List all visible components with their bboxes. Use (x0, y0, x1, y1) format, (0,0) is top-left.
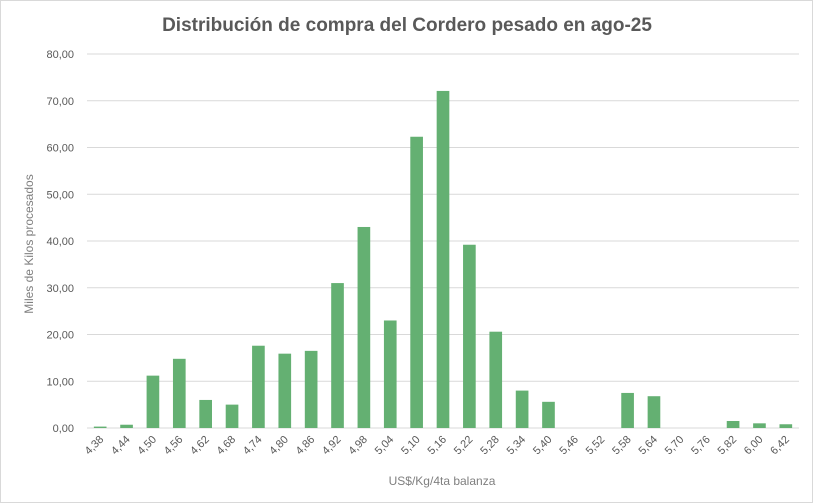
x-tick-label: 4,62 (188, 434, 212, 458)
bar (93, 426, 107, 428)
y-tick-label: 0,00 (53, 423, 74, 435)
x-tick-label: 4,74 (241, 434, 265, 458)
y-tick-label: 10,00 (46, 376, 74, 388)
bar (515, 390, 529, 428)
bar (225, 404, 239, 428)
bar (410, 136, 423, 428)
x-tick-label: 5,46 (557, 434, 581, 458)
bar (621, 392, 634, 428)
x-tick-label: 4,86 (294, 434, 318, 458)
y-tick-label: 50,00 (46, 189, 74, 201)
bar (753, 423, 766, 428)
y-tick-label: 30,00 (46, 283, 74, 295)
x-tick-label: 4,50 (135, 434, 159, 458)
y-axis-ticks: 0,00 10,00 20,00 30,00 40,00 50,00 60,00 70,00 8… (46, 49, 74, 435)
y-tick-label: 20,00 (46, 330, 74, 342)
x-tick-label: 5,28 (478, 434, 502, 458)
y-tick-label: 80,00 (46, 49, 74, 61)
x-tick-label: 5,10 (399, 434, 423, 458)
bar (252, 345, 265, 428)
x-tick-label: 5,04 (373, 434, 397, 458)
y-tick-label: 40,00 (46, 236, 74, 248)
x-tick-label: 5,64 (636, 434, 660, 458)
x-tick-label: 5,16 (425, 434, 449, 458)
x-tick-label: 4,98 (346, 434, 370, 458)
y-tick-label: 70,00 (46, 96, 74, 108)
bar (647, 396, 661, 428)
x-tick-label: 4,68 (215, 434, 239, 458)
bar (542, 401, 555, 428)
x-tick-label: 5,52 (584, 434, 608, 458)
bar (357, 226, 371, 428)
bar (383, 320, 397, 428)
bar (172, 358, 186, 428)
x-tick-label: 5,40 (531, 434, 555, 458)
bar (726, 420, 740, 428)
x-tick-label: 5,58 (610, 434, 634, 458)
x-tick-label: 5,82 (716, 434, 740, 458)
bar (146, 375, 160, 428)
x-tick-label: 4,92 (320, 434, 344, 458)
y-tick-label: 60,00 (46, 143, 74, 155)
bar (463, 244, 476, 428)
x-axis-ticks: 4,38 4,44 4,50 4,56 4,62 4,68 4,74 4,80 4,86 4,92… (83, 434, 792, 458)
x-tick-label: 4,80 (267, 434, 291, 458)
bar (278, 353, 292, 428)
x-tick-label: 6,00 (742, 434, 766, 458)
bar (489, 331, 503, 428)
x-tick-label: 5,22 (452, 434, 476, 458)
x-tick-label: 4,56 (162, 434, 186, 458)
bar (331, 283, 344, 428)
x-axis-label: US$/Kg/4ta balanza (389, 474, 496, 488)
bar (120, 424, 133, 428)
x-tick-label: 4,44 (109, 434, 133, 458)
bars (93, 90, 793, 429)
chart-title: Distribución de compra del Cordero pesad… (162, 15, 652, 36)
x-tick-label: 6,42 (768, 434, 792, 458)
x-tick-label: 4,38 (83, 434, 107, 458)
y-axis-label: Miles de Kilos procesados (22, 174, 36, 313)
bar (779, 424, 793, 428)
x-tick-label: 5,34 (505, 434, 529, 458)
x-tick-label: 5,76 (689, 434, 713, 458)
bar (199, 399, 212, 428)
x-tick-label: 5,70 (663, 434, 687, 458)
bar (436, 90, 450, 429)
bar (304, 350, 318, 428)
